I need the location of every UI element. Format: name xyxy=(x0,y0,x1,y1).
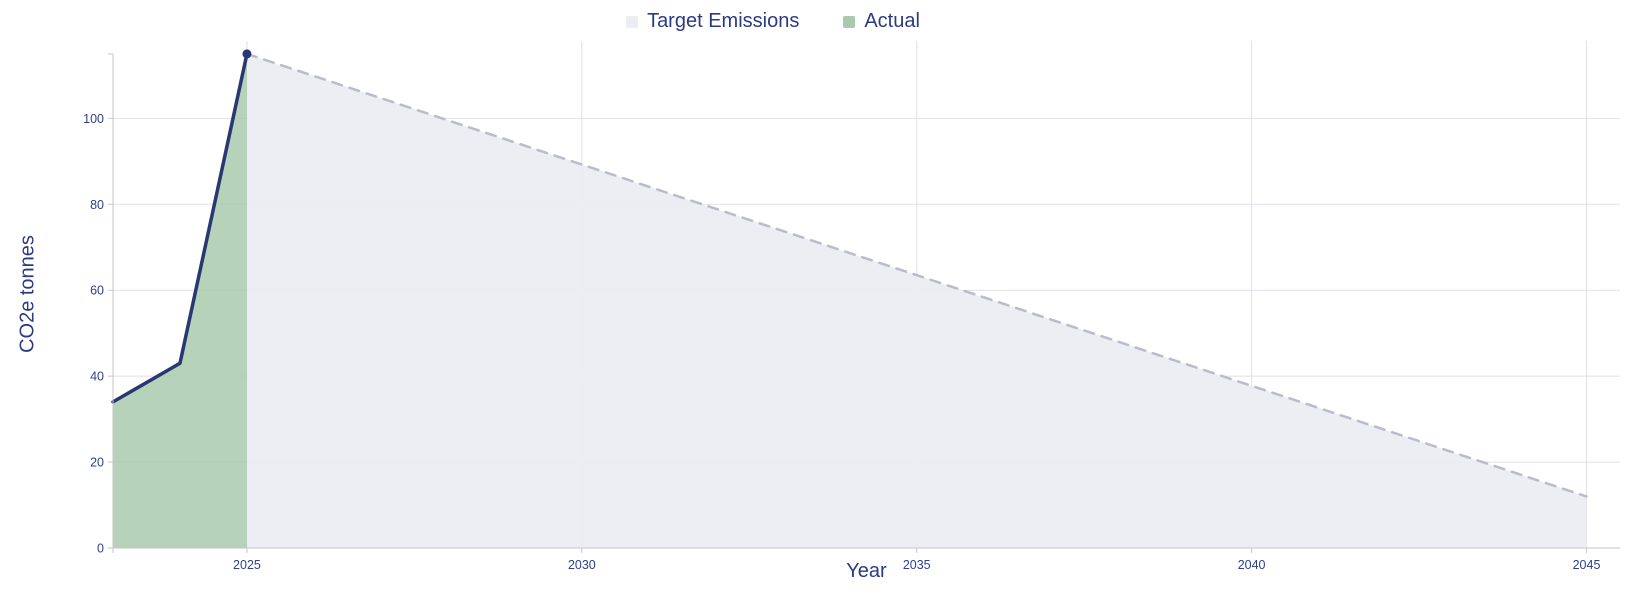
svg-text:2040: 2040 xyxy=(1238,558,1266,572)
svg-text:2045: 2045 xyxy=(1573,558,1601,572)
svg-text:80: 80 xyxy=(90,198,104,212)
legend-swatch-target-emissions xyxy=(626,15,639,28)
legend-label-target-emissions: Target Emissions xyxy=(647,10,800,32)
svg-text:20: 20 xyxy=(90,456,104,470)
x-axis-title: Year xyxy=(846,560,887,582)
svg-text:2025: 2025 xyxy=(233,558,261,572)
svg-text:2030: 2030 xyxy=(568,558,596,572)
chart-legend: Target Emissions Actual xyxy=(0,10,1586,33)
svg-text:40: 40 xyxy=(90,370,104,384)
legend-label-actual: Actual xyxy=(864,10,920,32)
legend-item-target-emissions[interactable]: Target Emissions xyxy=(626,10,799,33)
svg-text:100: 100 xyxy=(83,112,104,126)
legend-item-actual[interactable]: Actual xyxy=(843,10,920,33)
legend-swatch-actual xyxy=(843,15,856,28)
svg-text:60: 60 xyxy=(90,284,104,298)
svg-text:2035: 2035 xyxy=(903,558,931,572)
svg-text:0: 0 xyxy=(97,542,104,556)
